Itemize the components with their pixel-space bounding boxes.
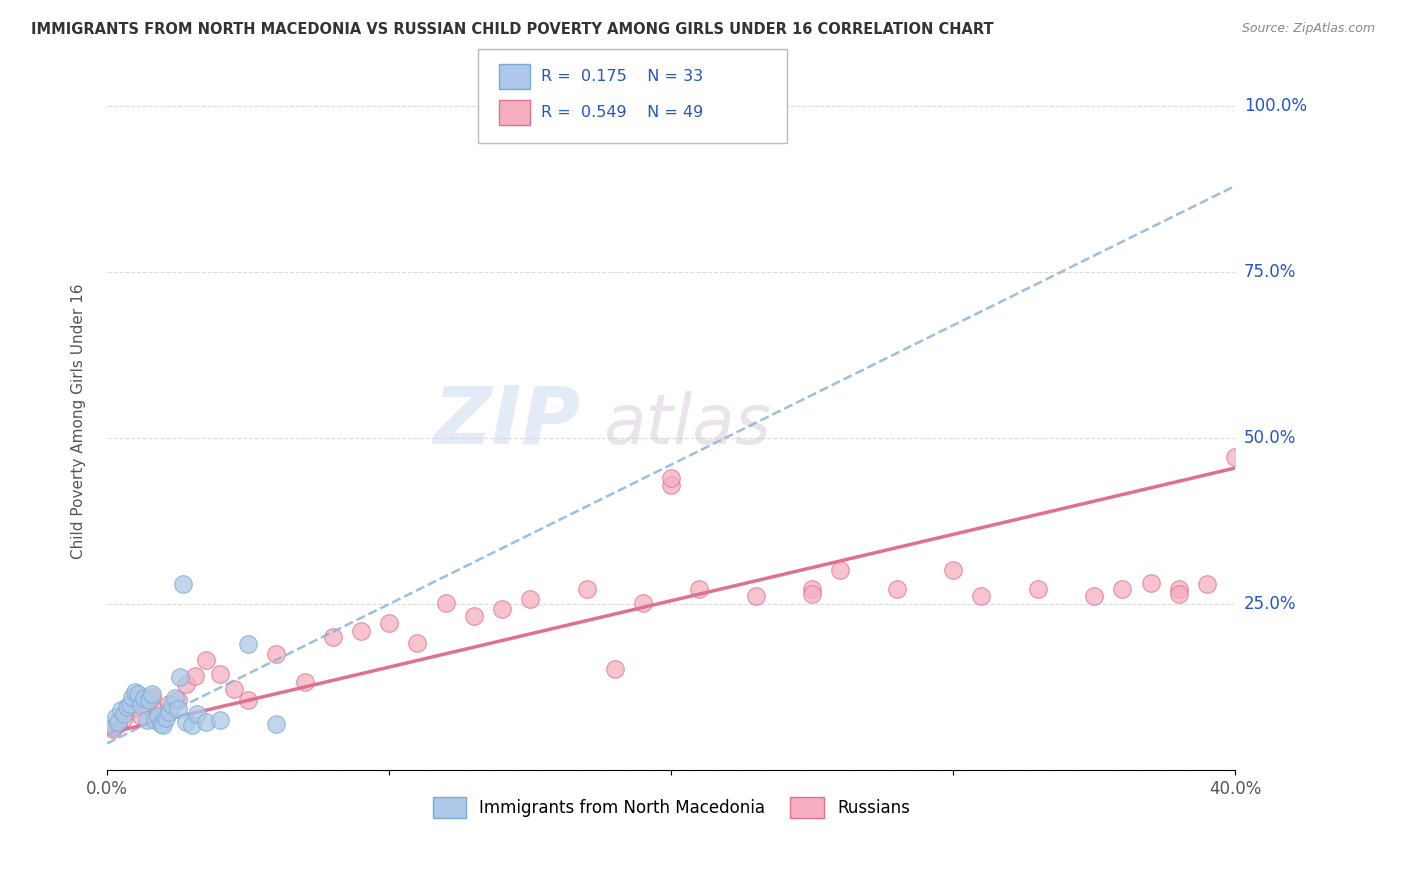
Point	[463, 609, 485, 624]
Point	[112, 711, 135, 725]
Point	[155, 711, 177, 725]
Legend: Immigrants from North Macedonia, Russians: Immigrants from North Macedonia, Russian…	[426, 790, 917, 824]
Point	[970, 589, 993, 603]
Text: 25.0%: 25.0%	[1244, 595, 1296, 613]
Point	[519, 591, 541, 606]
Point	[236, 693, 259, 707]
Point	[1197, 577, 1219, 591]
Point	[163, 691, 186, 706]
Point	[322, 630, 344, 644]
Point	[194, 715, 217, 730]
Point	[135, 698, 157, 712]
Point	[801, 587, 824, 601]
Point	[830, 562, 852, 576]
Point	[1225, 450, 1247, 464]
Point	[174, 676, 197, 690]
Point	[115, 700, 138, 714]
Point	[107, 716, 129, 731]
Point	[146, 705, 169, 719]
Point	[942, 562, 965, 576]
Point	[294, 675, 316, 690]
Text: 50.0%: 50.0%	[1244, 429, 1296, 447]
Point	[575, 582, 598, 597]
Point	[183, 669, 205, 683]
Point	[157, 705, 180, 719]
Point	[138, 693, 160, 707]
Point	[1167, 582, 1189, 597]
Point	[172, 577, 194, 591]
Point	[101, 720, 124, 734]
Text: atlas: atlas	[603, 392, 772, 458]
Text: 75.0%: 75.0%	[1244, 263, 1296, 281]
Point	[101, 722, 124, 736]
Point	[129, 708, 152, 723]
Point	[152, 718, 174, 732]
Point	[166, 693, 188, 707]
Point	[160, 698, 183, 712]
Point	[688, 582, 710, 597]
Point	[180, 718, 202, 732]
Point	[886, 582, 908, 597]
Point	[169, 670, 191, 684]
Y-axis label: Child Poverty Among Girls Under 16: Child Poverty Among Girls Under 16	[72, 284, 86, 559]
Point	[378, 615, 401, 630]
Point	[659, 471, 682, 485]
Point	[491, 602, 513, 616]
Point	[186, 706, 208, 721]
Point	[266, 647, 288, 661]
Point	[149, 716, 172, 731]
Point	[112, 706, 135, 721]
Point	[1026, 582, 1049, 597]
Point	[1139, 575, 1161, 590]
Point	[406, 635, 429, 649]
Point	[104, 710, 127, 724]
Point	[107, 715, 129, 730]
Point	[124, 700, 146, 714]
Point	[1167, 587, 1189, 601]
Text: ZIP: ZIP	[433, 383, 581, 460]
Text: Source: ZipAtlas.com: Source: ZipAtlas.com	[1241, 22, 1375, 36]
Point	[124, 684, 146, 698]
Point	[194, 653, 217, 667]
Point	[157, 697, 180, 711]
Text: R =  0.175    N = 33: R = 0.175 N = 33	[541, 70, 703, 84]
Point	[208, 713, 231, 727]
Point	[745, 589, 768, 603]
Point	[659, 477, 682, 491]
Point	[350, 624, 373, 638]
Point	[121, 690, 143, 704]
Point	[129, 698, 152, 712]
Point	[135, 713, 157, 727]
Point	[166, 702, 188, 716]
Point	[1083, 589, 1105, 603]
Text: IMMIGRANTS FROM NORTH MACEDONIA VS RUSSIAN CHILD POVERTY AMONG GIRLS UNDER 16 CO: IMMIGRANTS FROM NORTH MACEDONIA VS RUSSI…	[31, 22, 994, 37]
Point	[141, 687, 163, 701]
Point	[118, 697, 141, 711]
Point	[603, 662, 626, 676]
Point	[132, 691, 155, 706]
Point	[146, 708, 169, 723]
Text: R =  0.549    N = 49: R = 0.549 N = 49	[541, 105, 703, 120]
Point	[152, 710, 174, 724]
Text: 100.0%: 100.0%	[1244, 97, 1306, 115]
Point	[222, 681, 245, 696]
Point	[236, 637, 259, 651]
Point	[174, 715, 197, 730]
Point	[631, 596, 654, 610]
Point	[266, 716, 288, 731]
Point	[118, 703, 141, 717]
Point	[801, 582, 824, 597]
Point	[1111, 582, 1133, 597]
Point	[141, 690, 163, 704]
Point	[208, 666, 231, 681]
Point	[110, 703, 132, 717]
Point	[434, 596, 457, 610]
Point	[127, 687, 149, 701]
Point	[143, 713, 166, 727]
